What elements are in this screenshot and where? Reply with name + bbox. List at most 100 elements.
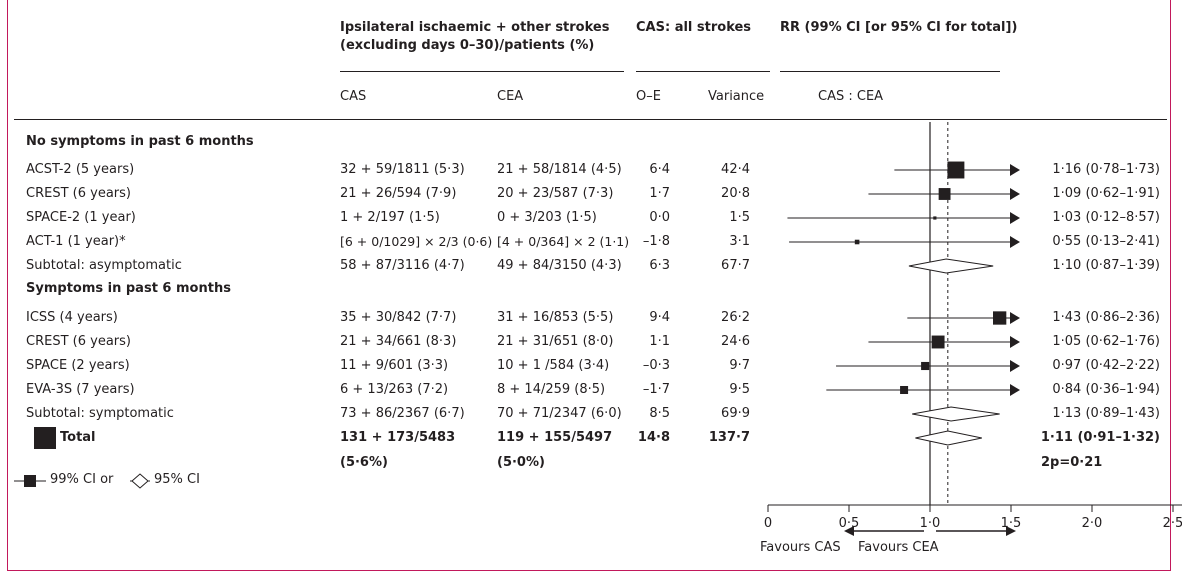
effect-square: [947, 161, 965, 179]
header-group1: Ipsilateral ischaemic + other strokes: [340, 20, 610, 35]
col-header-cas: CAS: [340, 89, 367, 104]
col-header-cea: CEA: [497, 89, 524, 104]
favours-cas-label: Favours CAS: [760, 540, 841, 555]
effect-square: [921, 361, 930, 371]
row-label: ACT-1 (1 year)*: [26, 234, 126, 249]
favours-cas-arrowhead: [844, 526, 854, 536]
row-cea: 31 + 16/853 (5·5): [497, 310, 614, 325]
total-label: Total: [60, 430, 96, 445]
x-axis-tick-label: 1·5: [1001, 516, 1022, 531]
row-cas: 1 + 2/197 (1·5): [340, 210, 440, 225]
total-cas-percent: (5·6%): [340, 455, 388, 470]
ci-arrow: [1010, 164, 1020, 176]
row-cas: 11 + 9/601 (3·3): [340, 358, 449, 373]
x-axis-tick-label: 1·0: [920, 516, 941, 531]
row-cas: [6 + 0/1029] × 2/3 (0·6): [340, 234, 493, 249]
row-cas: 32 + 59/1811 (5·3): [340, 162, 465, 177]
table-rule: [14, 119, 1167, 120]
figure-frame: [7, 0, 1171, 571]
row-cea: 8 + 14/259 (8·5): [497, 382, 606, 397]
total-diamond: [915, 430, 982, 446]
total-cas: 131 + 173/5483: [340, 430, 456, 445]
row-label: Subtotal: symptomatic: [26, 406, 174, 421]
effect-square: [900, 385, 909, 395]
header-group3: RR (99% CI [or 95% CI for total]): [780, 20, 1018, 35]
legend-diamond-icon: [131, 473, 149, 489]
total-variance: 137·7: [708, 430, 750, 445]
row-rr: 1·03 (0·12–8·57): [1052, 210, 1160, 225]
row-variance: 42·4: [721, 162, 750, 177]
col-header-oe: O–E: [636, 89, 661, 104]
row-cas: 35 + 30/842 (7·7): [340, 310, 457, 325]
row-label: SPACE-2 (1 year): [26, 210, 136, 225]
favours-cea-label: Favours CEA: [858, 540, 939, 555]
total-oe: 14·8: [637, 430, 670, 445]
total-cea-percent: (5·0%): [497, 455, 545, 470]
section-asymptomatic: No symptoms in past 6 months: [26, 134, 254, 149]
header-group2: CAS: all strokes: [636, 20, 752, 35]
ci-arrow: [1010, 236, 1020, 248]
row-cea: [4 + 0/364] × 2 (1·1): [497, 234, 630, 249]
row-oe: 9·4: [649, 310, 670, 325]
ci-arrow: [1010, 336, 1020, 348]
ci-arrow: [1010, 384, 1020, 396]
row-cas: 6 + 13/263 (7·2): [340, 382, 449, 397]
row-variance: 9·7: [729, 358, 750, 373]
row-oe: –0·3: [642, 358, 670, 373]
row-oe: 6·4: [649, 162, 670, 177]
effect-square: [854, 239, 860, 245]
effect-square: [933, 216, 937, 220]
row-oe: 6·3: [649, 258, 670, 273]
total-cea: 119 + 155/5497: [497, 430, 613, 445]
row-oe: 0·0: [649, 210, 670, 225]
header-rule-3: [780, 71, 1000, 72]
header-rule-1: [340, 71, 624, 72]
row-rr: 1·10 (0·87–1·39): [1052, 258, 1160, 273]
effect-square: [938, 188, 951, 200]
x-axis-tick-label: 0: [764, 516, 772, 531]
row-label: EVA-3S (7 years): [26, 382, 135, 397]
total-p-value: 2p=0·21: [1041, 455, 1103, 470]
effect-square: [993, 311, 1007, 325]
row-label: CREST (6 years): [26, 334, 131, 349]
effect-square: [931, 335, 945, 349]
x-axis-tick-label: 2·0: [1082, 516, 1103, 531]
col-header-ratio: CAS : CEA: [818, 89, 884, 104]
row-oe: 1·1: [649, 334, 670, 349]
ci-arrow: [1010, 212, 1020, 224]
row-variance: 9·5: [729, 382, 750, 397]
ci-arrow: [1010, 312, 1020, 324]
row-variance: 24·6: [721, 334, 750, 349]
row-cea: 21 + 31/651 (8·0): [497, 334, 614, 349]
favours-cea-arrowhead: [1006, 526, 1016, 536]
row-cea: 10 + 1 /584 (3·4): [497, 358, 610, 373]
row-rr: 1·09 (0·62–1·91): [1052, 186, 1160, 201]
row-label: ACST-2 (5 years): [26, 162, 135, 177]
row-variance: 67·7: [721, 258, 750, 273]
subtotal-diamond: [912, 406, 1000, 422]
header-group1-line2: (excluding days 0–30)/patients (%): [340, 38, 595, 53]
row-oe: –1·8: [642, 234, 670, 249]
ci-arrow: [1010, 360, 1020, 372]
row-oe: –1·7: [642, 382, 670, 397]
legend-text-99ci: 99% CI or: [50, 472, 114, 487]
row-oe: 1·7: [649, 186, 670, 201]
row-rr: 0·55 (0·13–2·41): [1052, 234, 1160, 249]
ci-arrow: [1010, 188, 1020, 200]
row-label: CREST (6 years): [26, 186, 131, 201]
total-legend-square: [34, 427, 56, 449]
row-rr: 0·84 (0·36–1·94): [1052, 382, 1160, 397]
x-axis-tick-label: 2·5: [1163, 516, 1182, 531]
row-label: SPACE (2 years): [26, 358, 130, 373]
row-cea: 70 + 71/2347 (6·0): [497, 406, 622, 421]
row-cea: 0 + 3/203 (1·5): [497, 210, 597, 225]
row-rr: 1·43 (0·86–2·36): [1052, 310, 1160, 325]
col-header-variance: Variance: [708, 89, 765, 104]
subtotal-diamond: [908, 258, 994, 274]
row-cas: 21 + 34/661 (8·3): [340, 334, 457, 349]
row-label: Subtotal: asymptomatic: [26, 258, 182, 273]
row-oe: 8·5: [649, 406, 670, 421]
row-rr: 1·16 (0·78–1·73): [1052, 162, 1160, 177]
row-variance: 20·8: [721, 186, 750, 201]
row-variance: 3·1: [729, 234, 750, 249]
